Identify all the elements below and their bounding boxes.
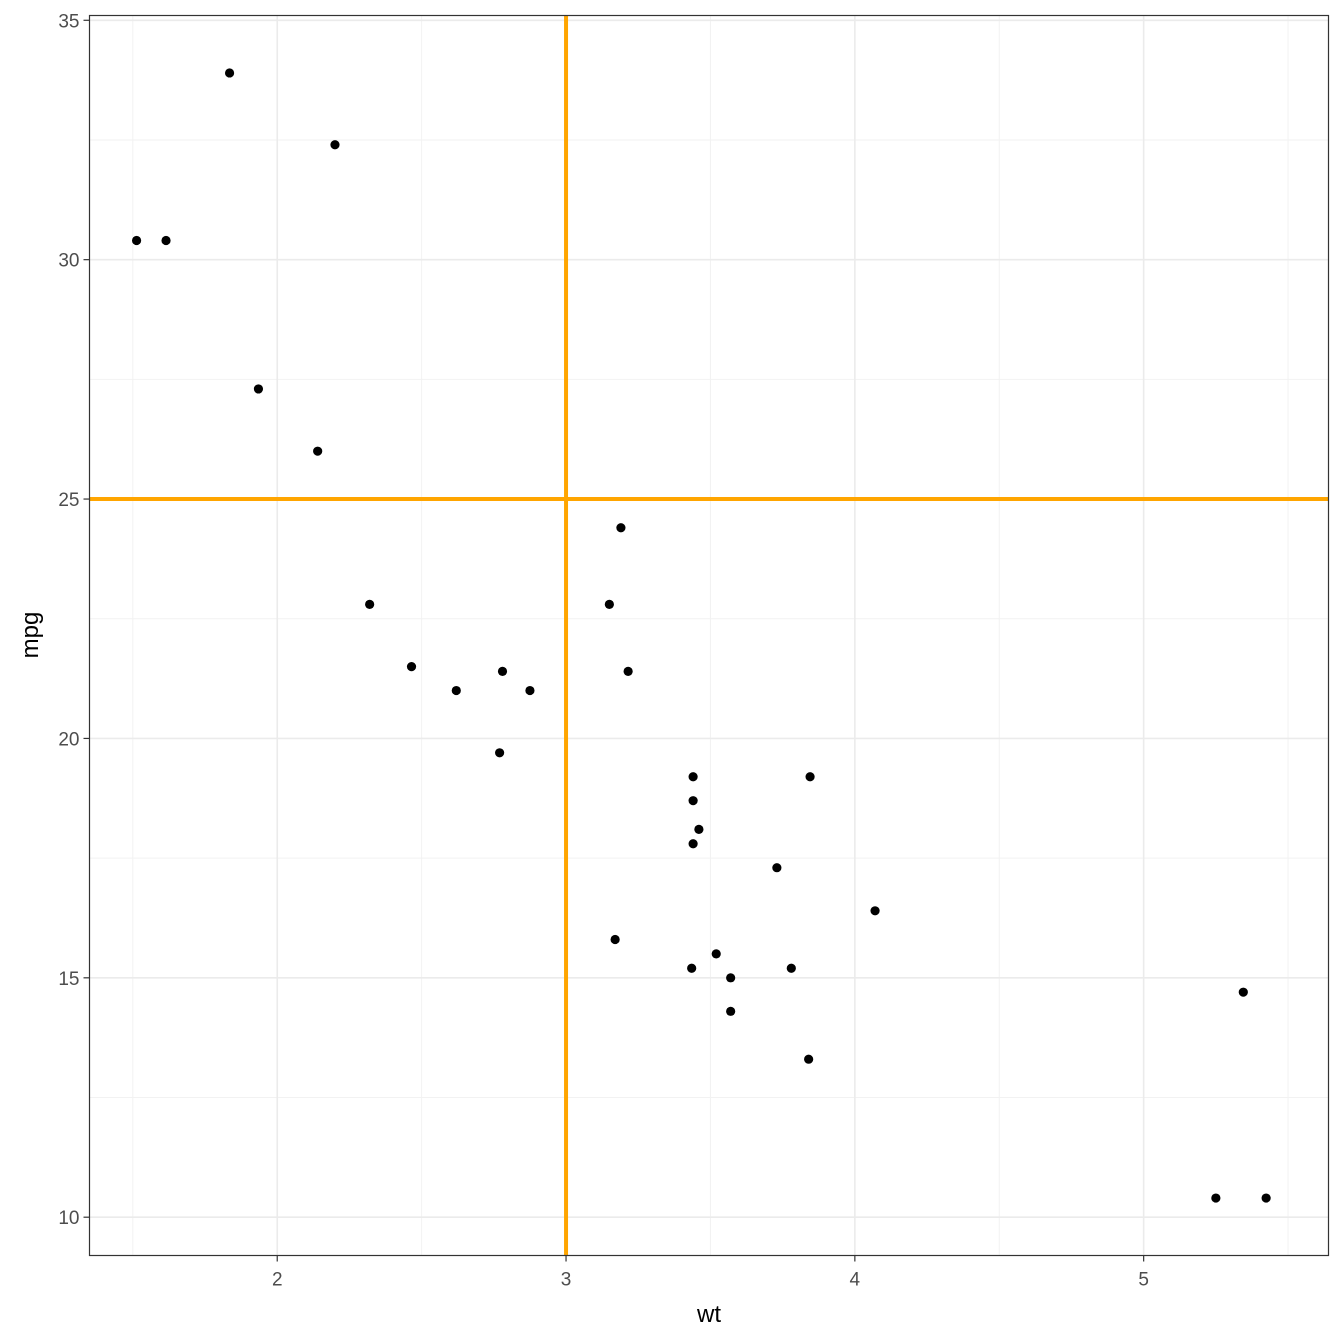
data-point	[610, 934, 620, 945]
y-tick-label: 25	[58, 490, 79, 511]
plot-panel-border	[88, 14, 1330, 1257]
y-axis-title: mpg	[17, 612, 44, 659]
reference-lines	[89, 15, 1329, 1256]
data-point	[224, 68, 235, 78]
data-point	[688, 839, 698, 849]
data-point	[525, 685, 535, 696]
y-axis-ticks: 10 15 20 25 30 35	[58, 11, 90, 1229]
data-point	[688, 772, 698, 782]
data-point	[694, 824, 704, 834]
data-point	[786, 963, 796, 973]
y-tick-label: 30	[58, 251, 79, 272]
data-point	[805, 772, 815, 782]
x-tick-label: 4	[850, 1270, 861, 1291]
data-point	[1211, 1193, 1221, 1203]
data-point	[772, 863, 782, 873]
data-point	[131, 235, 142, 246]
data-point	[804, 1054, 814, 1064]
data-point	[623, 666, 633, 677]
data-point	[313, 446, 323, 456]
data-point	[870, 906, 880, 916]
minor-gridlines	[89, 15, 1329, 1256]
x-axis-title: wt	[696, 1301, 721, 1328]
data-point	[495, 748, 505, 758]
data-point	[688, 796, 698, 806]
data-point	[1261, 1193, 1271, 1203]
data-point	[497, 666, 508, 677]
data-points	[131, 68, 1271, 1203]
data-point	[604, 599, 614, 609]
data-point	[687, 963, 697, 973]
x-tick-label: 3	[561, 1270, 572, 1291]
data-point	[451, 685, 461, 696]
y-tick-label: 10	[58, 1208, 79, 1229]
data-point	[726, 1006, 736, 1016]
y-tick-label: 15	[58, 969, 79, 990]
data-point	[406, 662, 417, 672]
x-tick-label: 2	[272, 1270, 283, 1291]
x-axis-ticks: 2 3 4 5	[272, 1255, 1149, 1291]
y-tick-label: 20	[58, 729, 79, 750]
data-point	[330, 140, 340, 150]
data-point	[161, 235, 171, 246]
x-tick-label: 5	[1138, 1270, 1149, 1291]
data-point	[253, 384, 264, 394]
data-point	[365, 599, 375, 609]
data-point	[1238, 987, 1248, 997]
data-point	[726, 973, 736, 983]
data-point	[616, 523, 626, 533]
y-tick-label: 35	[58, 11, 79, 32]
data-point	[711, 949, 721, 959]
plot-panel-background	[89, 15, 1329, 1256]
